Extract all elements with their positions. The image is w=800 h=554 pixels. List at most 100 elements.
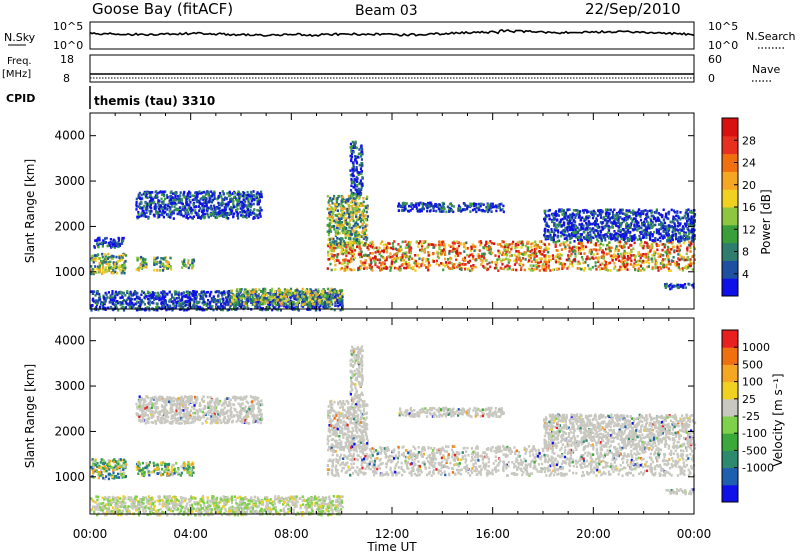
power-cell xyxy=(401,209,404,213)
power-cell xyxy=(354,158,357,161)
power-cell xyxy=(163,207,166,210)
power-cell xyxy=(486,247,489,250)
power-cell xyxy=(466,253,469,257)
power-cell xyxy=(260,208,263,212)
power-cell xyxy=(576,267,579,270)
power-cell xyxy=(100,302,103,306)
power-cell xyxy=(356,242,359,246)
power-cell xyxy=(236,207,239,211)
power-cell xyxy=(181,298,184,301)
power-cell xyxy=(680,257,683,261)
power-cell xyxy=(394,247,397,251)
power-cell xyxy=(232,212,236,215)
power-cell xyxy=(227,217,230,220)
power-cell xyxy=(131,305,134,308)
nave-tick-top: 60 xyxy=(708,53,722,66)
power-cell xyxy=(144,293,147,296)
power-cell xyxy=(116,244,119,248)
power-cell xyxy=(369,241,372,245)
power-cell xyxy=(120,242,124,245)
power-cell xyxy=(98,265,101,269)
power-cell xyxy=(221,208,224,212)
power-cell xyxy=(541,253,544,256)
power-cell xyxy=(671,240,674,244)
power-cell xyxy=(458,261,461,265)
power-cell xyxy=(296,288,299,292)
power-cell xyxy=(256,192,259,196)
power-cell xyxy=(296,306,299,309)
power-cell xyxy=(328,223,331,227)
power-cell xyxy=(265,308,268,312)
power-cell xyxy=(498,206,501,209)
power-cell xyxy=(359,193,362,196)
power-cell xyxy=(397,202,400,205)
power-cell xyxy=(198,305,201,309)
power-cell xyxy=(352,211,355,214)
power-cell xyxy=(607,215,610,218)
power-cell xyxy=(223,306,226,309)
power-cell xyxy=(339,242,342,246)
power-cell xyxy=(448,208,451,211)
power-cell xyxy=(96,242,99,246)
power-cell xyxy=(438,263,441,267)
power-cell xyxy=(194,209,197,212)
power-cell xyxy=(361,162,364,165)
power-cell xyxy=(240,214,243,217)
power-cell xyxy=(408,249,411,252)
power-cell xyxy=(322,305,325,308)
power-cell xyxy=(515,255,518,259)
power-cell xyxy=(252,212,256,215)
power-cell xyxy=(495,266,498,270)
power-cell xyxy=(395,259,398,263)
power-cell xyxy=(444,264,447,268)
power-cell xyxy=(113,244,117,247)
power-cell xyxy=(116,271,119,275)
power-cell xyxy=(184,303,187,307)
power-cell xyxy=(203,308,206,312)
power-cell xyxy=(241,194,244,197)
power-cell xyxy=(442,205,445,209)
power-cell xyxy=(115,306,118,310)
power-cell xyxy=(405,251,408,254)
power-cell xyxy=(165,260,168,264)
power-cell xyxy=(179,191,182,194)
power-cell xyxy=(260,190,263,194)
power-cell xyxy=(327,287,330,291)
power-cell xyxy=(122,268,125,271)
power-cell xyxy=(354,233,357,236)
power-cell xyxy=(236,296,239,299)
power-cell xyxy=(405,202,408,205)
power-cell xyxy=(686,258,689,262)
power-cell xyxy=(427,268,430,272)
power-cell xyxy=(650,258,653,261)
power-cell xyxy=(280,291,283,294)
power-cell xyxy=(355,196,358,199)
power-cell xyxy=(499,203,502,206)
power-cell xyxy=(331,207,334,210)
power-cell xyxy=(351,140,354,144)
power-cell xyxy=(345,221,348,224)
power-cell xyxy=(135,200,138,204)
power-cell xyxy=(210,198,213,201)
power-cell xyxy=(407,210,411,213)
power-cell xyxy=(219,300,222,304)
power-cell xyxy=(508,267,511,270)
power-cell xyxy=(172,211,175,215)
power-cell xyxy=(194,191,197,194)
power-cell xyxy=(534,260,537,264)
power-cell xyxy=(148,203,151,206)
power-cell xyxy=(352,193,355,197)
power-cell xyxy=(195,290,198,294)
power-cell xyxy=(390,266,393,270)
power-cell xyxy=(289,291,292,294)
power-cell xyxy=(267,298,270,302)
power-cell xyxy=(330,246,333,249)
power-cell xyxy=(493,266,496,270)
power-cell xyxy=(410,202,413,205)
power-cell xyxy=(578,267,582,270)
power-cell xyxy=(614,255,618,258)
power-cell xyxy=(558,260,561,264)
power-cell xyxy=(355,207,359,211)
power-cell xyxy=(348,197,351,201)
power-cell xyxy=(440,252,443,256)
